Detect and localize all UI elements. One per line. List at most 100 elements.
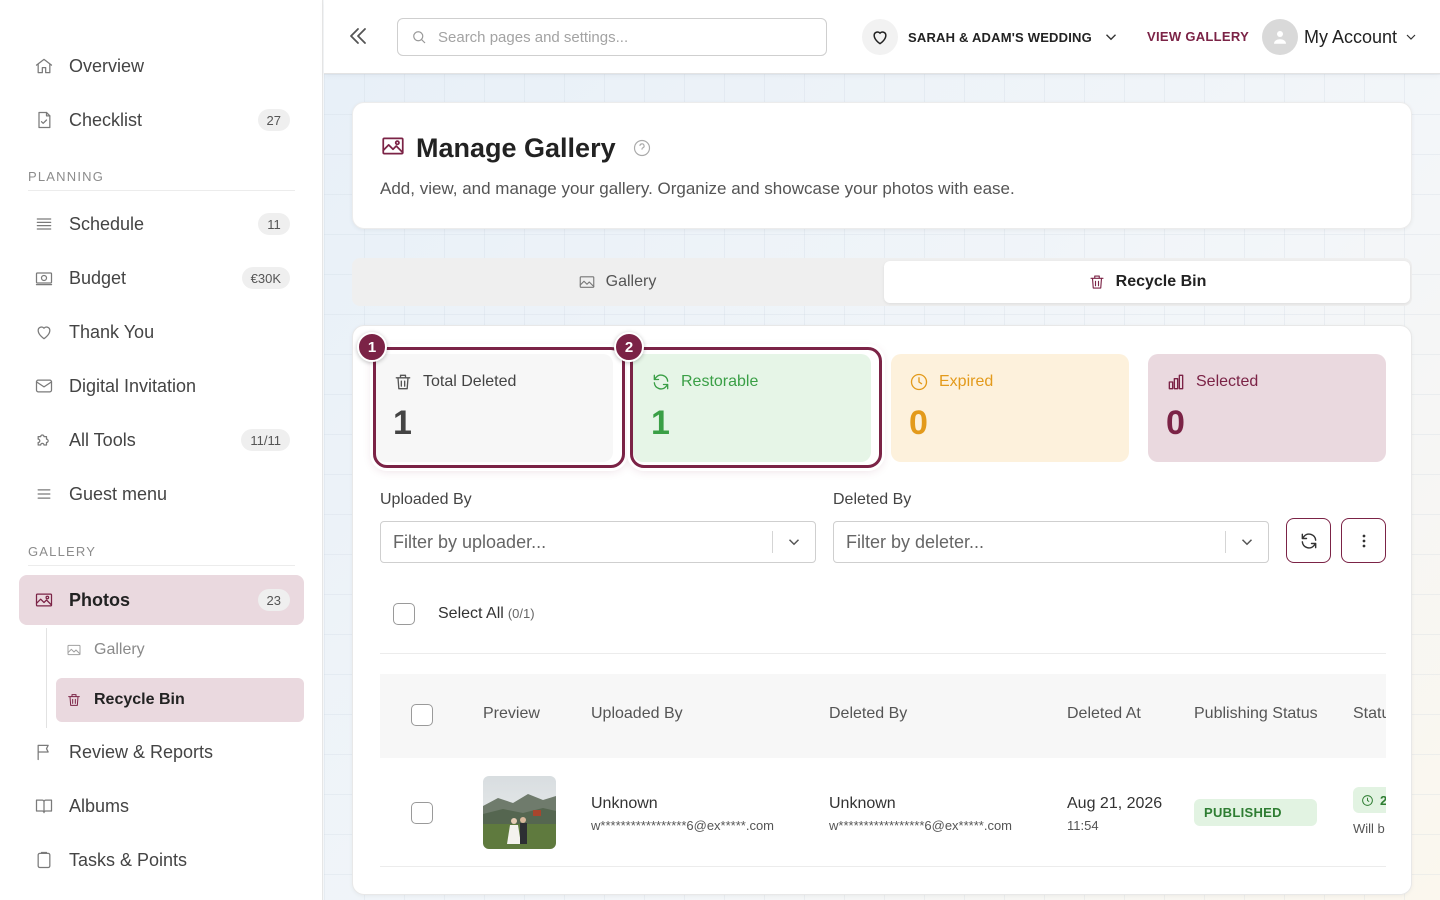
- sidebar-item-label: Digital Invitation: [69, 375, 197, 396]
- sidebar-item-photos[interactable]: Photos 23: [19, 575, 304, 625]
- avatar: [1262, 19, 1298, 55]
- stat-value: 1: [651, 404, 670, 442]
- select-all-label[interactable]: Select All (0/1): [438, 605, 535, 623]
- stat-label: Selected: [1196, 373, 1259, 390]
- sidebar-item-schedule[interactable]: Schedule 11: [19, 199, 304, 249]
- sidebar-item-label: Tasks & Points: [69, 849, 188, 870]
- sidebar-item-label: Thank You: [69, 321, 155, 342]
- sidebar-item-checklist[interactable]: Checklist 27: [19, 95, 304, 145]
- table-header: [380, 674, 1386, 758]
- heart-icon: [33, 321, 55, 343]
- event-selector[interactable]: SARAH & ADAM'S WEDDING: [862, 18, 1120, 56]
- sidebar-subitem-recycle-bin[interactable]: Recycle Bin: [56, 678, 304, 722]
- search-box[interactable]: [397, 18, 827, 56]
- divider: [28, 190, 295, 191]
- tab-label: Gallery: [605, 273, 657, 290]
- column-header-preview[interactable]: Preview: [483, 705, 540, 722]
- section-title-planning: PLANNING: [28, 169, 105, 184]
- more-options-button[interactable]: [1341, 518, 1386, 563]
- list-icon: [33, 213, 55, 235]
- checklist-icon: [33, 109, 55, 131]
- sidebar-item-budget[interactable]: Budget €30K: [19, 253, 304, 303]
- stat-value: 0: [1166, 404, 1185, 442]
- select-placeholder: Filter by uploader...: [393, 531, 547, 552]
- clock-icon: [910, 373, 928, 391]
- chevron-down-icon: [1241, 539, 1253, 546]
- tab-gallery[interactable]: Gallery: [354, 261, 880, 303]
- row-divider: [380, 866, 1386, 867]
- select-all-checkbox[interactable]: [393, 603, 415, 625]
- trash-icon: [1090, 275, 1104, 289]
- search-input[interactable]: [438, 28, 798, 46]
- heart-icon: [862, 19, 898, 55]
- uploaded-by-label: Uploaded By: [380, 491, 472, 508]
- wedding-photo-image: [483, 776, 556, 849]
- count-badge: 23: [257, 589, 290, 611]
- mail-icon: [33, 375, 55, 397]
- chevron-down-icon: [1406, 34, 1416, 40]
- sidebar-item-label: Review & Reports: [69, 741, 214, 762]
- uploader-email: w*****************6@ex*****.com: [591, 818, 775, 833]
- page-header-card: Manage Gallery Add, view, and manage you…: [352, 102, 1412, 229]
- stat-label: Restorable: [681, 373, 759, 390]
- sidebar-item-overview[interactable]: Overview: [19, 41, 304, 91]
- amount-badge: €30K: [241, 267, 290, 289]
- book-icon: [33, 795, 55, 817]
- column-header-uploaded-by[interactable]: Uploaded By: [591, 705, 683, 722]
- view-gallery-link[interactable]: VIEW GALLERY: [1147, 29, 1250, 44]
- deleter-email: w*****************6@ex*****.com: [829, 818, 1013, 833]
- sidebar-item-thank-you[interactable]: Thank You: [19, 307, 304, 357]
- stat-restorable: Restorable 1: [633, 354, 871, 462]
- sidebar-subitem-label: Gallery: [94, 641, 145, 658]
- sidebar-item-guest-menu[interactable]: Guest menu: [19, 469, 304, 519]
- deleted-by-select[interactable]: Filter by deleter...: [833, 521, 1269, 563]
- stat-expired: Expired 0: [891, 354, 1129, 462]
- trash-icon: [66, 691, 84, 709]
- column-header-deleted-at[interactable]: Deleted At: [1067, 705, 1141, 722]
- sidebar-item-tasks-points[interactable]: Tasks & Points: [19, 835, 304, 885]
- money-icon: [33, 267, 55, 289]
- image-icon: [380, 133, 406, 164]
- divider: [772, 531, 773, 553]
- sidebar-item-label: Guest menu: [69, 483, 168, 504]
- account-menu[interactable]: My Account: [1262, 19, 1419, 55]
- row-checkbox[interactable]: [411, 802, 433, 824]
- topbar: SARAH & ADAM'S WEDDING VIEW GALLERY My A…: [324, 0, 1440, 74]
- help-icon[interactable]: [616, 134, 652, 163]
- sidebar-item-review-reports[interactable]: Review & Reports: [19, 727, 304, 777]
- uploaded-by-select[interactable]: Filter by uploader...: [380, 521, 816, 563]
- sidebar-item-label: Budget: [69, 267, 127, 288]
- sidebar-subitem-gallery[interactable]: Gallery: [56, 628, 304, 672]
- count-badge: 11/11: [241, 429, 290, 451]
- clock-icon: [1362, 794, 1373, 806]
- sidebar-subitem-label: Recycle Bin: [94, 691, 185, 708]
- stat-selected: Selected 0: [1148, 354, 1386, 462]
- refresh-button[interactable]: [1286, 518, 1331, 563]
- photo-thumbnail[interactable]: [483, 776, 556, 849]
- sidebar-item-all-tools[interactable]: All Tools 11/11: [19, 415, 304, 465]
- stat-label: Total Deleted: [423, 373, 517, 390]
- tab-label: Recycle Bin: [1115, 273, 1207, 290]
- sidebar-item-label: Checklist: [69, 109, 143, 130]
- sidebar-item-label: Albums: [69, 795, 130, 816]
- recycle-bin-panel: Total Deleted 1 Restorable 1 Expired 0 S…: [352, 325, 1412, 895]
- sidebar-item-label: Schedule: [69, 213, 145, 234]
- column-header-status[interactable]: Statu: [1353, 705, 1391, 722]
- user-icon: [1274, 31, 1286, 44]
- page-title: Manage Gallery: [416, 133, 616, 163]
- sidebar-item-albums[interactable]: Albums: [19, 781, 304, 831]
- sidebar-item-label: All Tools: [69, 429, 136, 450]
- sidebar-item-digital-invitation[interactable]: Digital Invitation: [19, 361, 304, 411]
- column-header-publishing-status[interactable]: Publishing Status: [1194, 705, 1318, 722]
- stat-total-deleted: Total Deleted 1: [375, 354, 613, 462]
- tab-recycle-bin[interactable]: Recycle Bin: [884, 261, 1410, 303]
- more-vertical-icon: [1362, 534, 1365, 547]
- collapse-sidebar-button[interactable]: [346, 24, 370, 48]
- divider: [380, 653, 1386, 654]
- table-select-all-checkbox[interactable]: [411, 704, 433, 726]
- image-icon: [579, 276, 594, 288]
- column-header-deleted-by[interactable]: Deleted By: [829, 705, 908, 722]
- stat-label: Expired: [939, 373, 994, 390]
- divider: [1225, 531, 1226, 553]
- status-note: Will b: [1353, 821, 1385, 836]
